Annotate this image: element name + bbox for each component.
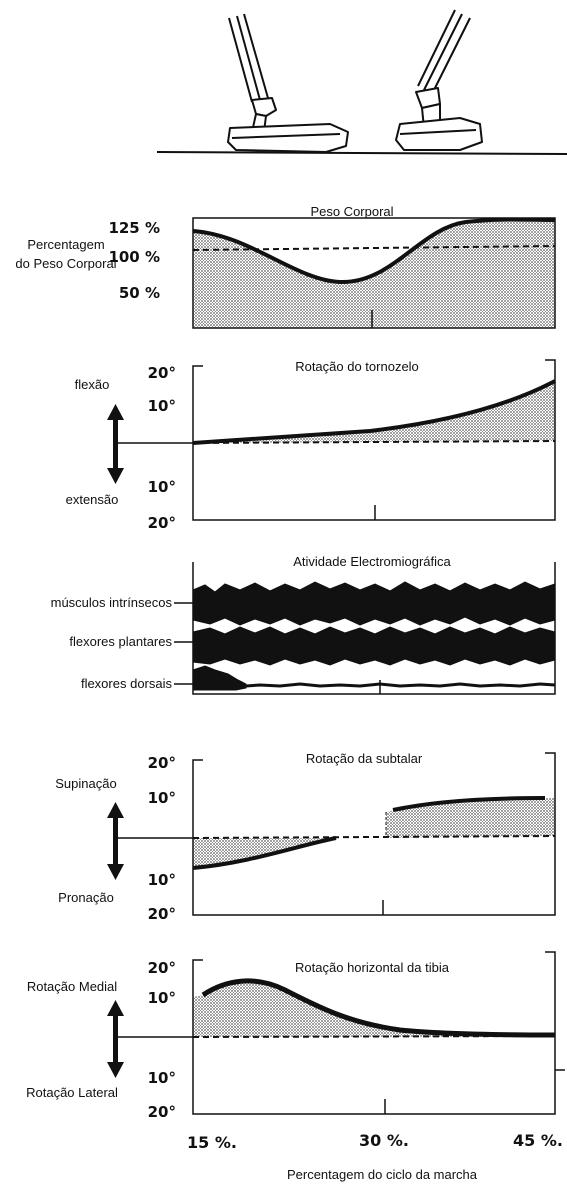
- peso-tick-125: 125 %: [108, 219, 160, 237]
- emg-label-intrinsecos: músculos intrínsecos: [51, 595, 173, 610]
- tibia-upper-label: Rotação Medial: [27, 979, 117, 994]
- peso-ylabel-line2: do Peso Corporal: [15, 256, 116, 271]
- subtalar-tick-10-bottom: 10°: [148, 871, 176, 889]
- peso-curve: [192, 217, 556, 285]
- tornozelo-curve: [192, 379, 556, 445]
- tibia-tick-20-bottom: 20°: [148, 1103, 176, 1121]
- subtalar-title: Rotação da subtalar: [306, 751, 423, 766]
- peso-ref-line: [192, 245, 556, 251]
- feet-illustration: [156, 9, 567, 155]
- subtalar-lower-label: Pronação: [58, 890, 114, 905]
- tibia-tick-10-bottom: 10°: [148, 1069, 176, 1087]
- x-axis-title: Percentagem do ciclo da marcha: [287, 1167, 478, 1182]
- rotacao-medial-lateral-arrow-icon: [107, 1000, 124, 1078]
- emg-title: Atividade Electromiográfica: [293, 554, 451, 569]
- peso-tick-50: 50 %: [119, 284, 160, 302]
- tornozelo-shaded-area: [193, 381, 555, 443]
- x-tick-30: 30 %.: [359, 1131, 409, 1150]
- tibia-shaded-area: [193, 980, 555, 1037]
- tibia-tick-20-top: 20°: [148, 959, 176, 977]
- tibia-frame: [192, 951, 556, 1115]
- x-tick-15: 15 %.: [187, 1133, 237, 1152]
- tibia-lower-label: Rotação Lateral: [26, 1085, 118, 1100]
- peso-title: Peso Corporal: [310, 204, 393, 219]
- panel-peso-corporal: Peso Corporal Percentagem do Peso Corpor…: [15, 204, 556, 329]
- peso-ylabel-line1: Percentagem: [27, 237, 104, 252]
- right-foot-icon: [395, 9, 483, 151]
- panel-tibia: Rotação horizontal da tibia 20° 10° 10° …: [26, 951, 565, 1121]
- subtalar-tick-20-top: 20°: [148, 754, 176, 772]
- peso-tick-100: 100 %: [108, 248, 160, 266]
- x-tick-45: 45 %.: [513, 1131, 563, 1150]
- tornozelo-tick-10-top: 10°: [148, 397, 176, 415]
- tibia-title: Rotação horizontal da tibia: [295, 960, 450, 975]
- emg-label-flexores-plantares: flexores plantares: [69, 634, 172, 649]
- tornozelo-tick-20-top: 20°: [148, 364, 176, 382]
- emg-trace-flexores-dorsais: [245, 682, 556, 688]
- emg-trace-flexores-plantares: [192, 626, 556, 666]
- panel-emg: Atividade Electromiográfica músculos int…: [51, 554, 556, 695]
- emg-frame: [192, 562, 556, 695]
- supinacao-pronacao-arrow-icon: [107, 802, 124, 880]
- peso-frame: [192, 217, 556, 329]
- panel-tornozelo: Rotação do tornozelo 20° 10° 10° 20° fle…: [66, 359, 556, 532]
- tornozelo-title: Rotação do tornozelo: [295, 359, 419, 374]
- tornozelo-upper-label: flexão: [75, 377, 110, 392]
- subtalar-ref-line: [192, 835, 556, 839]
- tornozelo-ref-line: [192, 440, 556, 444]
- tornozelo-tick-20-bottom: 20°: [148, 514, 176, 532]
- emg-trace-intrinsecos: [192, 581, 556, 626]
- panel-subtalar: Rotação da subtalar 20° 10° 10° 20° Supi…: [55, 751, 556, 923]
- subtalar-upper-label: Supinação: [55, 776, 116, 791]
- tibia-curve: [201, 978, 556, 1038]
- emg-label-flexores-dorsais: flexores dorsais: [81, 676, 173, 691]
- left-foot-icon: [227, 13, 349, 153]
- subtalar-tick-20-bottom: 20°: [148, 905, 176, 923]
- tornozelo-lower-label: extensão: [66, 492, 119, 507]
- subtalar-tick-10-top: 10°: [148, 789, 176, 807]
- flexao-extensao-arrow-icon: [107, 404, 124, 484]
- subtalar-curve-supination: [392, 796, 546, 812]
- subtalar-shaded-supination: [386, 798, 555, 838]
- tornozelo-frame: [192, 359, 556, 521]
- subtalar-curve-pronation: [192, 836, 337, 870]
- tornozelo-tick-10-bottom: 10°: [148, 478, 176, 496]
- tibia-tick-10-top: 10°: [148, 989, 176, 1007]
- subtalar-frame: [192, 752, 556, 916]
- emg-trace-dorsais-burst: [192, 665, 247, 691]
- ground-line: [156, 151, 567, 155]
